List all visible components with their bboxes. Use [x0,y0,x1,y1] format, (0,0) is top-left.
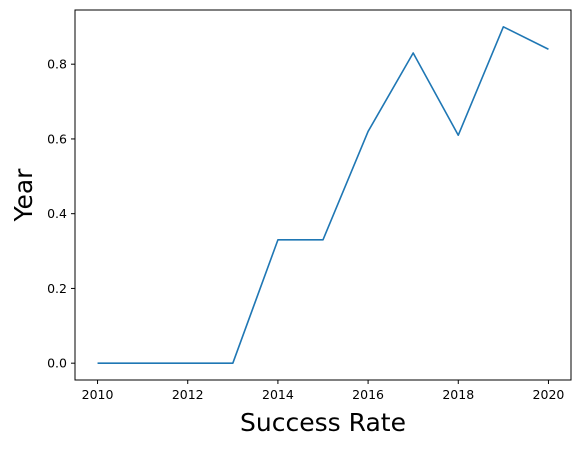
plot-area [75,10,571,380]
x-axis-ticks: 2010 2012 2014 2016 2018 2020 [82,380,565,402]
series-line-0 [97,26,549,364]
y-axis-ticks: 0.0 0.2 0.4 0.6 0.8 [47,57,75,371]
chart-marks [97,26,549,364]
y-tick-label: 0.4 [47,206,67,221]
x-tick-label: 2018 [442,387,474,402]
y-tick-label: 0.8 [47,57,67,72]
y-tick-label: 0.2 [47,281,67,296]
y-axis-label: Year [9,168,38,223]
x-tick-label: 2020 [533,387,565,402]
x-axis-label: Success Rate [240,408,406,437]
x-tick-label: 2012 [172,387,204,402]
x-tick-label: 2014 [262,387,294,402]
y-tick-label: 0.6 [47,131,67,146]
y-tick-label: 0.0 [47,356,67,371]
plot-frame [74,9,572,381]
x-tick-label: 2010 [82,387,114,402]
x-tick-label: 2016 [352,387,384,402]
